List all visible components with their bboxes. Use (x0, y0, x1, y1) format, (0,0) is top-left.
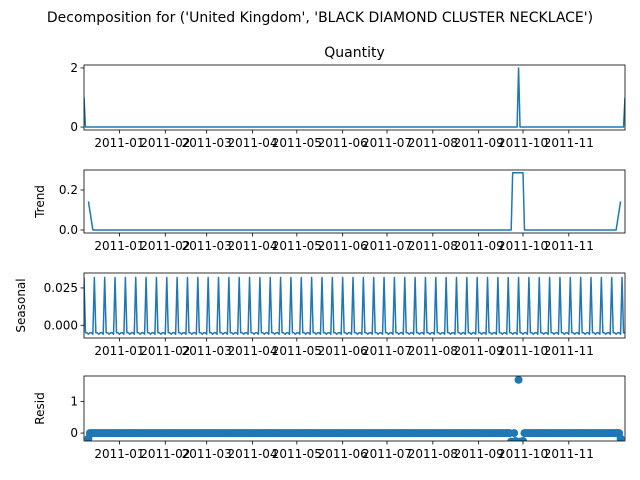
x-tick-label: 2011-05 (272, 239, 322, 253)
x-tick-label: 2011-11 (544, 344, 594, 358)
resid-point (519, 437, 528, 441)
x-tick-label: 2011-06 (318, 344, 368, 358)
series-line (87, 172, 622, 231)
x-tick-label: 2011-07 (362, 344, 412, 358)
plot-area (87, 172, 622, 231)
x-tick-label: 2011-07 (362, 239, 412, 253)
x-tick-label: 2011-06 (318, 136, 368, 150)
resid-point (616, 434, 625, 441)
x-tick-label: 2011-10 (498, 239, 548, 253)
panel-title: Quantity (324, 45, 385, 61)
x-tick-label: 2011-11 (544, 136, 594, 150)
plot-area (84, 67, 625, 128)
x-tick-label: 2011-06 (318, 239, 368, 253)
y-tick-label: 0.2 (59, 183, 78, 197)
y-axis-label: Seasonal (14, 278, 28, 332)
x-tick-label: 2011-05 (272, 344, 322, 358)
x-tick-label: 2011-04 (227, 136, 277, 150)
y-tick-label: 0.0 (59, 223, 78, 237)
y-tick-label: 2 (70, 61, 78, 75)
series-line (84, 67, 625, 128)
x-tick-label: 2011-05 (272, 447, 322, 461)
x-tick-label: 2011-06 (318, 447, 368, 461)
axes-frame (83, 375, 626, 442)
axes-frame (83, 64, 626, 131)
y-tick-label: 0.025 (44, 281, 78, 295)
x-tick-label: 2011-09 (454, 239, 504, 253)
panel-4: Resid012011-012011-022011-032011-042011-… (33, 375, 626, 461)
x-tick-label: 2011-07 (362, 136, 412, 150)
x-tick-label: 2011-03 (182, 239, 232, 253)
x-tick-label: 2011-01 (94, 344, 144, 358)
x-tick-label: 2011-04 (227, 239, 277, 253)
x-tick-label: 2011-09 (454, 344, 504, 358)
plot-area (84, 276, 625, 336)
resid-point (510, 429, 519, 438)
figure-suptitle: Decomposition for ('United Kingdom', 'BL… (47, 10, 593, 26)
y-tick-label: 0.000 (44, 318, 78, 332)
y-tick-label: 1 (70, 394, 78, 408)
x-tick-label: 2011-03 (182, 136, 232, 150)
x-tick-label: 2011-01 (94, 239, 144, 253)
plot-area (84, 376, 625, 441)
x-tick-label: 2011-02 (140, 344, 190, 358)
x-tick-label: 2011-04 (227, 344, 277, 358)
x-tick-label: 2011-01 (94, 136, 144, 150)
x-tick-label: 2011-02 (140, 239, 190, 253)
x-tick-label: 2011-05 (272, 136, 322, 150)
panel-1: Quantity022011-012011-022011-032011-0420… (70, 45, 626, 150)
y-axis-label: Resid (33, 392, 47, 424)
y-tick-label: 0 (70, 120, 78, 134)
x-tick-label: 2011-02 (140, 136, 190, 150)
x-tick-label: 2011-08 (408, 136, 458, 150)
x-tick-label: 2011-08 (408, 239, 458, 253)
x-tick-label: 2011-08 (408, 344, 458, 358)
resid-point (514, 376, 523, 384)
x-tick-label: 2011-10 (498, 447, 548, 461)
x-tick-label: 2011-10 (498, 136, 548, 150)
x-tick-label: 2011-01 (94, 447, 144, 461)
x-tick-label: 2011-03 (182, 344, 232, 358)
x-tick-label: 2011-03 (182, 447, 232, 461)
panel-2: Trend0.00.22011-012011-022011-032011-042… (33, 169, 626, 253)
panels-group: Quantity022011-012011-022011-032011-0420… (14, 45, 626, 461)
x-tick-label: 2011-09 (454, 447, 504, 461)
x-tick-label: 2011-10 (498, 344, 548, 358)
y-axis-label: Trend (33, 185, 47, 219)
x-tick-label: 2011-09 (454, 136, 504, 150)
x-tick-label: 2011-04 (227, 447, 277, 461)
x-tick-label: 2011-02 (140, 447, 190, 461)
x-tick-label: 2011-07 (362, 447, 412, 461)
seasonal-line (84, 276, 625, 336)
axes-frame (83, 272, 626, 339)
y-tick-label: 0 (70, 426, 78, 440)
x-tick-label: 2011-08 (408, 447, 458, 461)
axes-frame (83, 169, 626, 234)
panel-3: Seasonal 0.0000.0252011-012011-022011-032… (14, 272, 626, 358)
x-tick-label: 2011-11 (544, 447, 594, 461)
x-tick-label: 2011-11 (544, 239, 594, 253)
